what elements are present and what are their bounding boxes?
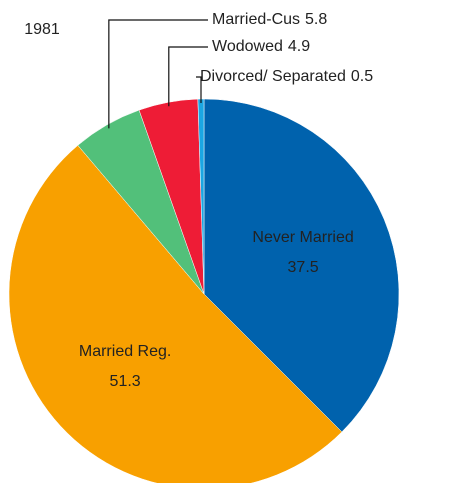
callout-name: Wodowed [212,38,283,55]
callout-line [108,19,208,129]
callout-label: Divorced/ Separated 0.5 [200,68,373,85]
callout-name: Divorced/ Separated [200,68,346,85]
slice-value: 37.5 [288,259,319,276]
callout-name: Married-Cus [212,11,300,28]
callout-label: Married-Cus 5.8 [212,11,327,28]
callout-value: 5.8 [305,11,327,28]
slice-label: Married Reg. [79,343,171,360]
callout-line [196,76,202,104]
callout-value: 0.5 [351,68,373,85]
chart-title: 1981 [24,21,60,38]
callout-label: Wodowed 4.9 [212,38,310,55]
slice-label: Never Married [252,229,353,246]
pie-slice [203,98,400,433]
pie-slice [8,144,343,483]
callout-line [168,46,208,107]
callout-value: 4.9 [288,38,310,55]
slice-value: 51.3 [110,373,141,390]
